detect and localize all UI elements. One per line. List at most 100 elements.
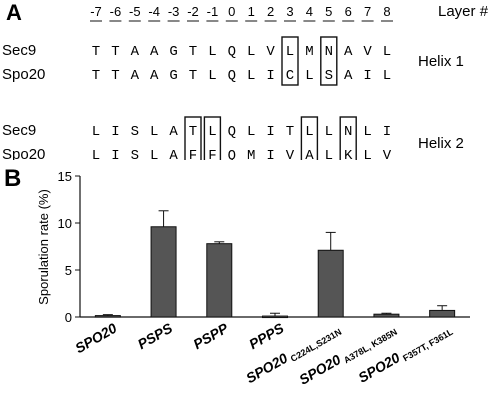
residue: L	[305, 68, 313, 84]
residue: Q	[228, 124, 236, 140]
residue: I	[383, 124, 391, 140]
panel-a-alignment: A Layer # -7 -6 -5 -4 -3 -2 -1 0 1 2 3 4 5 6 7 8 Sec9 T T…	[2, 0, 489, 160]
helix-2-label: Helix 2	[418, 135, 464, 152]
residue: A	[169, 124, 178, 140]
layer-box	[281, 36, 299, 86]
layer-box	[320, 36, 338, 86]
layer-number: -5	[129, 4, 141, 19]
layer-header: Layer #	[438, 3, 489, 20]
y-axis-label: Sporulation rate (%)	[36, 189, 51, 305]
residue: A	[131, 68, 140, 84]
residue: I	[111, 124, 119, 140]
x-tick-label-main: SPO20	[243, 350, 290, 387]
x-tick-label-main: SPO20	[72, 320, 119, 357]
x-tick-label: SPO20	[72, 320, 119, 357]
layer-number: 6	[345, 4, 352, 19]
residue: M	[247, 148, 255, 160]
residue: T	[92, 44, 100, 60]
residue: I	[111, 148, 119, 160]
x-tick-label-main: PSPP	[190, 319, 231, 352]
residue: L	[92, 124, 100, 140]
layer-number: 0	[228, 4, 235, 19]
residue: V	[383, 148, 392, 160]
residue: A	[150, 44, 159, 60]
residue: I	[266, 68, 274, 84]
layer-number: 4	[306, 4, 313, 19]
residue: Q	[228, 68, 236, 84]
x-tick-label: PPPS	[246, 319, 287, 352]
residue: A	[344, 68, 353, 84]
layer-box	[184, 116, 202, 160]
residue: L	[150, 124, 158, 140]
residue: F	[208, 148, 216, 160]
residue: L	[208, 124, 216, 140]
residue: V	[286, 148, 295, 160]
residue: L	[305, 124, 313, 140]
residue: G	[169, 44, 177, 60]
x-tick-label-sub: F357T, F361L	[401, 326, 455, 363]
layer-numbers: -7 -6 -5 -4 -3 -2 -1 0 1 2 3 4 5 6 7 8	[90, 4, 393, 22]
residue: S	[131, 148, 139, 160]
residue: Q	[228, 148, 236, 160]
residue: T	[189, 44, 197, 60]
residue: I	[266, 124, 274, 140]
layer-number: 2	[267, 4, 274, 19]
y-tick-label: 5	[65, 263, 72, 278]
panel-b-label: B	[4, 165, 21, 192]
residue: T	[189, 68, 197, 84]
layer-number: -4	[148, 4, 160, 19]
layer-number: -3	[168, 4, 180, 19]
residue: T	[92, 68, 100, 84]
bar	[373, 313, 400, 318]
residue: G	[169, 68, 177, 84]
residue: L	[325, 124, 333, 140]
bar	[262, 315, 288, 319]
residue: L	[363, 148, 371, 160]
layer-number: -1	[207, 4, 219, 19]
residue: S	[325, 68, 333, 84]
protein-name: Spo20	[2, 146, 45, 160]
bar	[206, 243, 233, 318]
residue: N	[344, 124, 352, 140]
residue: T	[286, 124, 294, 140]
residue: L	[363, 124, 371, 140]
panel-a-label: A	[6, 0, 22, 25]
residue: L	[92, 148, 100, 160]
residue: L	[208, 68, 216, 84]
bar	[94, 315, 121, 318]
residue: I	[266, 148, 274, 160]
residue: L	[247, 124, 255, 140]
layer-box	[203, 116, 222, 160]
layer-number: -7	[90, 4, 102, 19]
layer-number: 1	[248, 4, 255, 19]
residue: L	[247, 68, 255, 84]
residue: L	[325, 148, 333, 160]
x-tick-label: SPO20F357T, F361L	[355, 319, 455, 387]
x-tick-label: PSPP	[190, 319, 231, 352]
residue: Q	[228, 44, 236, 60]
helix-1-label: Helix 1	[418, 53, 464, 70]
layer-box	[300, 116, 319, 160]
layer-number: -6	[110, 4, 122, 19]
layer-number: 3	[286, 4, 293, 19]
residue: C	[286, 68, 294, 84]
residue: I	[363, 68, 371, 84]
x-tick-label: SPO20C224L,S231N	[243, 320, 343, 388]
residue: V	[266, 44, 275, 60]
layer-number: 5	[325, 4, 332, 19]
layer-number: 7	[364, 4, 371, 19]
residue: V	[363, 44, 372, 60]
x-tick-label-main: PPPS	[246, 319, 287, 352]
residue: A	[169, 148, 178, 160]
bar	[429, 309, 456, 318]
y-tick-label: 0	[65, 310, 72, 325]
protein-name: Sec9	[2, 42, 36, 59]
residue: S	[131, 124, 139, 140]
layer-box	[339, 116, 357, 160]
bar	[150, 226, 177, 318]
residue: L	[208, 44, 216, 60]
residue: A	[150, 68, 159, 84]
residue: N	[325, 44, 333, 60]
